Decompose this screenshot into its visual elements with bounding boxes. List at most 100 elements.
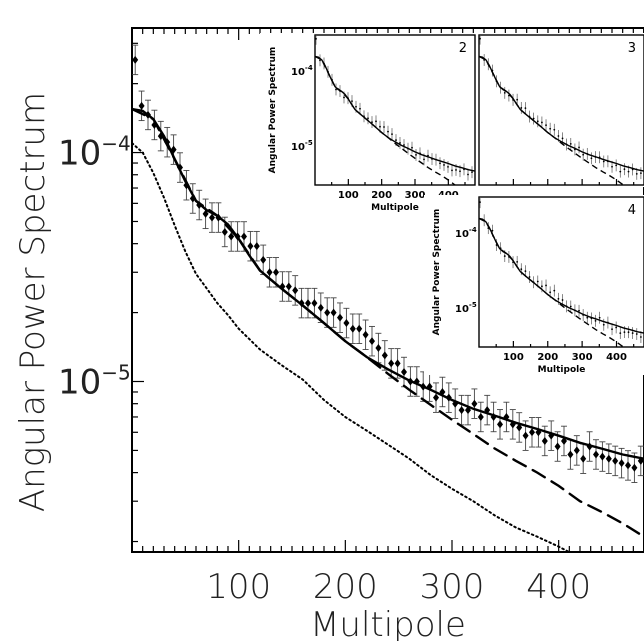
diamond-marker xyxy=(567,450,574,459)
data-point xyxy=(381,340,388,371)
inset-y-tick-label: 10-4 xyxy=(455,226,477,240)
series-dashed-line xyxy=(132,107,644,538)
data-point xyxy=(132,44,139,76)
inset-point xyxy=(355,105,357,108)
diamond-marker xyxy=(573,446,580,455)
diamond-marker xyxy=(369,337,375,346)
inset-x-tick-label: 200 xyxy=(537,352,558,363)
inset-point xyxy=(623,331,626,334)
inset-point xyxy=(319,59,321,62)
data-point xyxy=(477,401,484,433)
diamond-marker xyxy=(477,412,484,421)
data-point xyxy=(202,198,209,230)
inset-point xyxy=(411,146,413,149)
diamond-marker xyxy=(580,454,587,463)
data-point xyxy=(458,394,465,426)
inset-point xyxy=(443,164,445,166)
diamond-marker xyxy=(612,456,619,465)
diamond-marker xyxy=(132,55,139,64)
inset-point xyxy=(627,331,630,334)
data-point xyxy=(593,439,599,470)
inset-point xyxy=(423,158,425,161)
diamond-marker xyxy=(362,330,369,339)
inset-point xyxy=(532,117,535,120)
data-point xyxy=(317,292,324,323)
inset-point xyxy=(503,255,506,257)
inset-point xyxy=(557,297,560,300)
data-point xyxy=(343,307,350,339)
diamond-marker xyxy=(138,101,145,110)
inset-point xyxy=(315,37,317,40)
inset-point xyxy=(549,127,552,130)
data-point xyxy=(221,216,228,248)
data-point xyxy=(599,441,606,472)
diamond-marker xyxy=(260,255,267,264)
inset-3: 3 xyxy=(477,33,644,187)
inset-y-axis-label: Angular Power Spectrum xyxy=(432,209,442,336)
inset-point xyxy=(561,137,564,140)
inset-point xyxy=(541,121,543,124)
data-point xyxy=(388,348,395,379)
inset-point xyxy=(351,100,353,102)
data-point xyxy=(535,417,542,448)
inset-point xyxy=(627,170,630,173)
inset-point xyxy=(375,120,377,123)
inset-y-tick-label: 10-5 xyxy=(291,139,313,153)
x-tick-label: 200 xyxy=(313,567,378,607)
inset-point xyxy=(553,128,556,131)
inset-point xyxy=(557,135,560,137)
data-point xyxy=(439,376,446,408)
data-point xyxy=(228,221,235,252)
inset-point xyxy=(371,121,373,124)
inset-frame xyxy=(478,196,644,348)
x-tick-label: 300 xyxy=(420,567,485,607)
data-point xyxy=(529,417,535,448)
x-tick-label: 400 xyxy=(526,567,591,607)
data-point xyxy=(369,325,375,357)
inset-point xyxy=(590,157,593,160)
inset-x-tick-label: 100 xyxy=(338,190,359,201)
inset-point xyxy=(578,146,580,149)
data-point xyxy=(561,425,567,457)
diamond-marker xyxy=(285,282,292,291)
inset-point xyxy=(395,139,397,141)
data-point xyxy=(401,356,407,388)
data-point xyxy=(452,388,459,419)
inset-point xyxy=(611,165,613,168)
diamond-marker xyxy=(337,313,343,322)
data-point xyxy=(413,366,420,397)
inset-y-axis-label: Angular Power Spectrum xyxy=(268,47,278,174)
data-point xyxy=(311,287,318,319)
diamond-marker xyxy=(388,359,395,368)
data-point xyxy=(637,445,644,477)
inset-point xyxy=(598,316,601,319)
data-point xyxy=(305,287,311,319)
inset-point xyxy=(403,144,405,146)
data-point xyxy=(612,445,619,477)
data-point xyxy=(509,409,516,440)
data-point xyxy=(625,450,631,481)
diamond-marker xyxy=(356,324,363,333)
diamond-marker xyxy=(221,227,228,236)
diamond-marker xyxy=(324,308,331,317)
inset-point xyxy=(439,162,441,165)
inset-point xyxy=(467,173,469,176)
data-point xyxy=(465,394,471,426)
data-point xyxy=(330,297,337,328)
diamond-marker xyxy=(433,393,439,402)
diamond-marker xyxy=(554,442,561,451)
diamond-marker xyxy=(593,450,599,459)
x-tick-label: 100 xyxy=(206,567,271,607)
inset-point xyxy=(383,126,385,128)
inset-panel-number: 3 xyxy=(628,41,636,56)
data-point xyxy=(266,257,273,288)
diamond-marker xyxy=(292,286,299,295)
data-point xyxy=(138,90,145,122)
diamond-marker xyxy=(273,268,279,277)
inset-dashed-line xyxy=(479,217,625,347)
diamond-marker xyxy=(209,213,215,222)
inset-point xyxy=(545,284,547,287)
data-point xyxy=(209,202,215,233)
inset-point xyxy=(335,88,337,91)
diamond-marker xyxy=(605,454,612,463)
